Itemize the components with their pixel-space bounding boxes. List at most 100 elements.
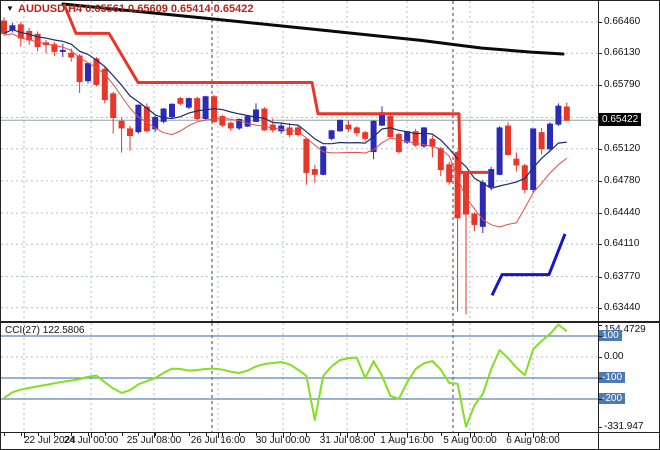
time-axis-tick: [470, 433, 471, 438]
time-axis-minor-tick: [474, 433, 476, 436]
cci-axis-tick: [598, 324, 602, 326]
price-axis-label: 0.64110: [604, 238, 640, 250]
candle-bullish: [185, 98, 192, 108]
ma-line-slow: [3, 33, 568, 228]
candle-bearish: [345, 124, 352, 130]
candle-bullish: [320, 146, 327, 175]
trend-stop-line-red: [62, 3, 488, 174]
time-axis-tick: [91, 433, 92, 438]
candle-bearish: [143, 106, 150, 132]
cci-axis-tick: [598, 336, 602, 337]
time-axis-label: 26 Jul 16:00: [190, 435, 246, 446]
price-axis-label: 0.63440: [604, 301, 641, 313]
candle-bearish: [127, 128, 133, 137]
current-price-label: 0.65422: [599, 113, 642, 127]
candle-bearish: [454, 152, 461, 219]
time-axis-minor-tick: [138, 433, 140, 436]
cci-level-label: 100: [599, 330, 622, 341]
cci-axis-label: 0.00: [604, 351, 624, 362]
candle-bullish: [169, 103, 175, 118]
price-axis-tick: [598, 53, 602, 55]
candle-bearish: [563, 106, 570, 121]
cci-level-label: -100: [599, 372, 626, 383]
candle-bearish: [513, 158, 520, 166]
candle-bullish: [236, 118, 243, 129]
time-axis-minor-tick: [205, 433, 207, 436]
price-axis-tick: [598, 213, 602, 215]
time-axis-tick: [24, 433, 25, 438]
candle-bearish: [118, 120, 125, 129]
cci-axis-label: 154.4729: [604, 324, 646, 335]
candle-bearish: [51, 44, 58, 52]
time-axis-minor-tick: [104, 433, 106, 436]
price-axis-label: 0.66460: [604, 16, 641, 27]
time-axis-label: 5 Aug 00:00: [443, 435, 497, 446]
time-axis-minor-tick: [256, 433, 257, 436]
time-axis-minor-tick: [390, 433, 392, 436]
candle-bullish: [85, 63, 91, 82]
candle-bullish: [421, 127, 427, 147]
cci-indicator-label: CCI(27) 122.5806: [5, 325, 85, 336]
candle-bearish: [194, 98, 201, 119]
price-axis-tick: [598, 307, 602, 309]
black-trendline: [61, 2, 565, 56]
time-axis-tick: [533, 433, 534, 438]
time-axis-minor-tick: [172, 433, 173, 436]
candle-bullish: [202, 96, 209, 119]
candle-bearish: [76, 55, 83, 83]
price-axis-tick: [598, 276, 602, 278]
cci-axis-tick: [598, 426, 602, 428]
cci-axis-label: -331.947: [604, 420, 644, 432]
candle-bullish: [253, 109, 259, 122]
time-axis-minor-tick: [88, 433, 89, 436]
candle-bearish: [68, 52, 75, 58]
candle-bearish: [538, 132, 545, 150]
time-axis-minor-tick: [491, 433, 493, 436]
time-axis-minor-tick: [524, 433, 526, 436]
main-chart-canvas: [1, 1, 598, 323]
candle-bearish: [101, 68, 108, 101]
time-axis-minor-tick: [340, 433, 341, 436]
time-axis-tick: [218, 433, 219, 438]
ma-line-fast: [3, 28, 567, 189]
price-axis-tick: [598, 180, 602, 182]
candle-bearish: [110, 93, 117, 119]
time-axis-minor-tick: [222, 433, 224, 436]
time-axis-minor-tick: [306, 433, 308, 436]
time-axis-minor-tick: [356, 433, 358, 436]
cci-line: [3, 323, 568, 428]
symbol-dropdown-arrow-icon[interactable]: ▼: [6, 4, 14, 13]
candle-bullish: [59, 49, 66, 52]
time-axis-minor-tick: [440, 433, 442, 436]
candle-bearish: [177, 98, 184, 104]
time-axis-minor-tick: [457, 433, 459, 436]
time-axis-minor-tick: [54, 433, 56, 436]
candle-bearish: [505, 125, 511, 155]
time-axis-label: 25 Jul 08:00: [126, 435, 182, 446]
time-axis-minor-tick: [188, 433, 190, 436]
cci-axis-tick: [598, 357, 602, 358]
candle-bearish: [34, 33, 41, 48]
time-axis-minor-tick: [20, 433, 22, 436]
candle-bullish: [328, 130, 335, 139]
axis-separator: [1, 432, 659, 433]
time-axis-label: 22 Jul 2024: [24, 435, 76, 446]
time-axis-minor-tick: [541, 433, 543, 436]
time-axis-minor-tick: [37, 433, 39, 436]
time-axis-label: 6 Aug 08:00: [506, 435, 560, 446]
candle-bullish: [244, 116, 251, 127]
price-axis-label: 0.64780: [604, 174, 641, 186]
time-axis-minor-tick: [508, 433, 509, 436]
chart-title: AUDUSD,H4 0.65561 0.65609 0.65414 0.6542…: [18, 3, 254, 15]
candle-bullish: [547, 123, 553, 150]
candle-bullish: [555, 105, 562, 125]
time-axis-minor-tick: [373, 433, 375, 436]
panel-separator[interactable]: [1, 321, 659, 323]
cci-plot-area[interactable]: [1, 323, 598, 432]
candle-bearish: [471, 213, 478, 225]
time-axis-minor-tick: [155, 433, 157, 436]
candle-bullish: [488, 169, 495, 188]
main-plot-area[interactable]: [1, 1, 598, 323]
cci-axis-tick: [598, 399, 602, 400]
